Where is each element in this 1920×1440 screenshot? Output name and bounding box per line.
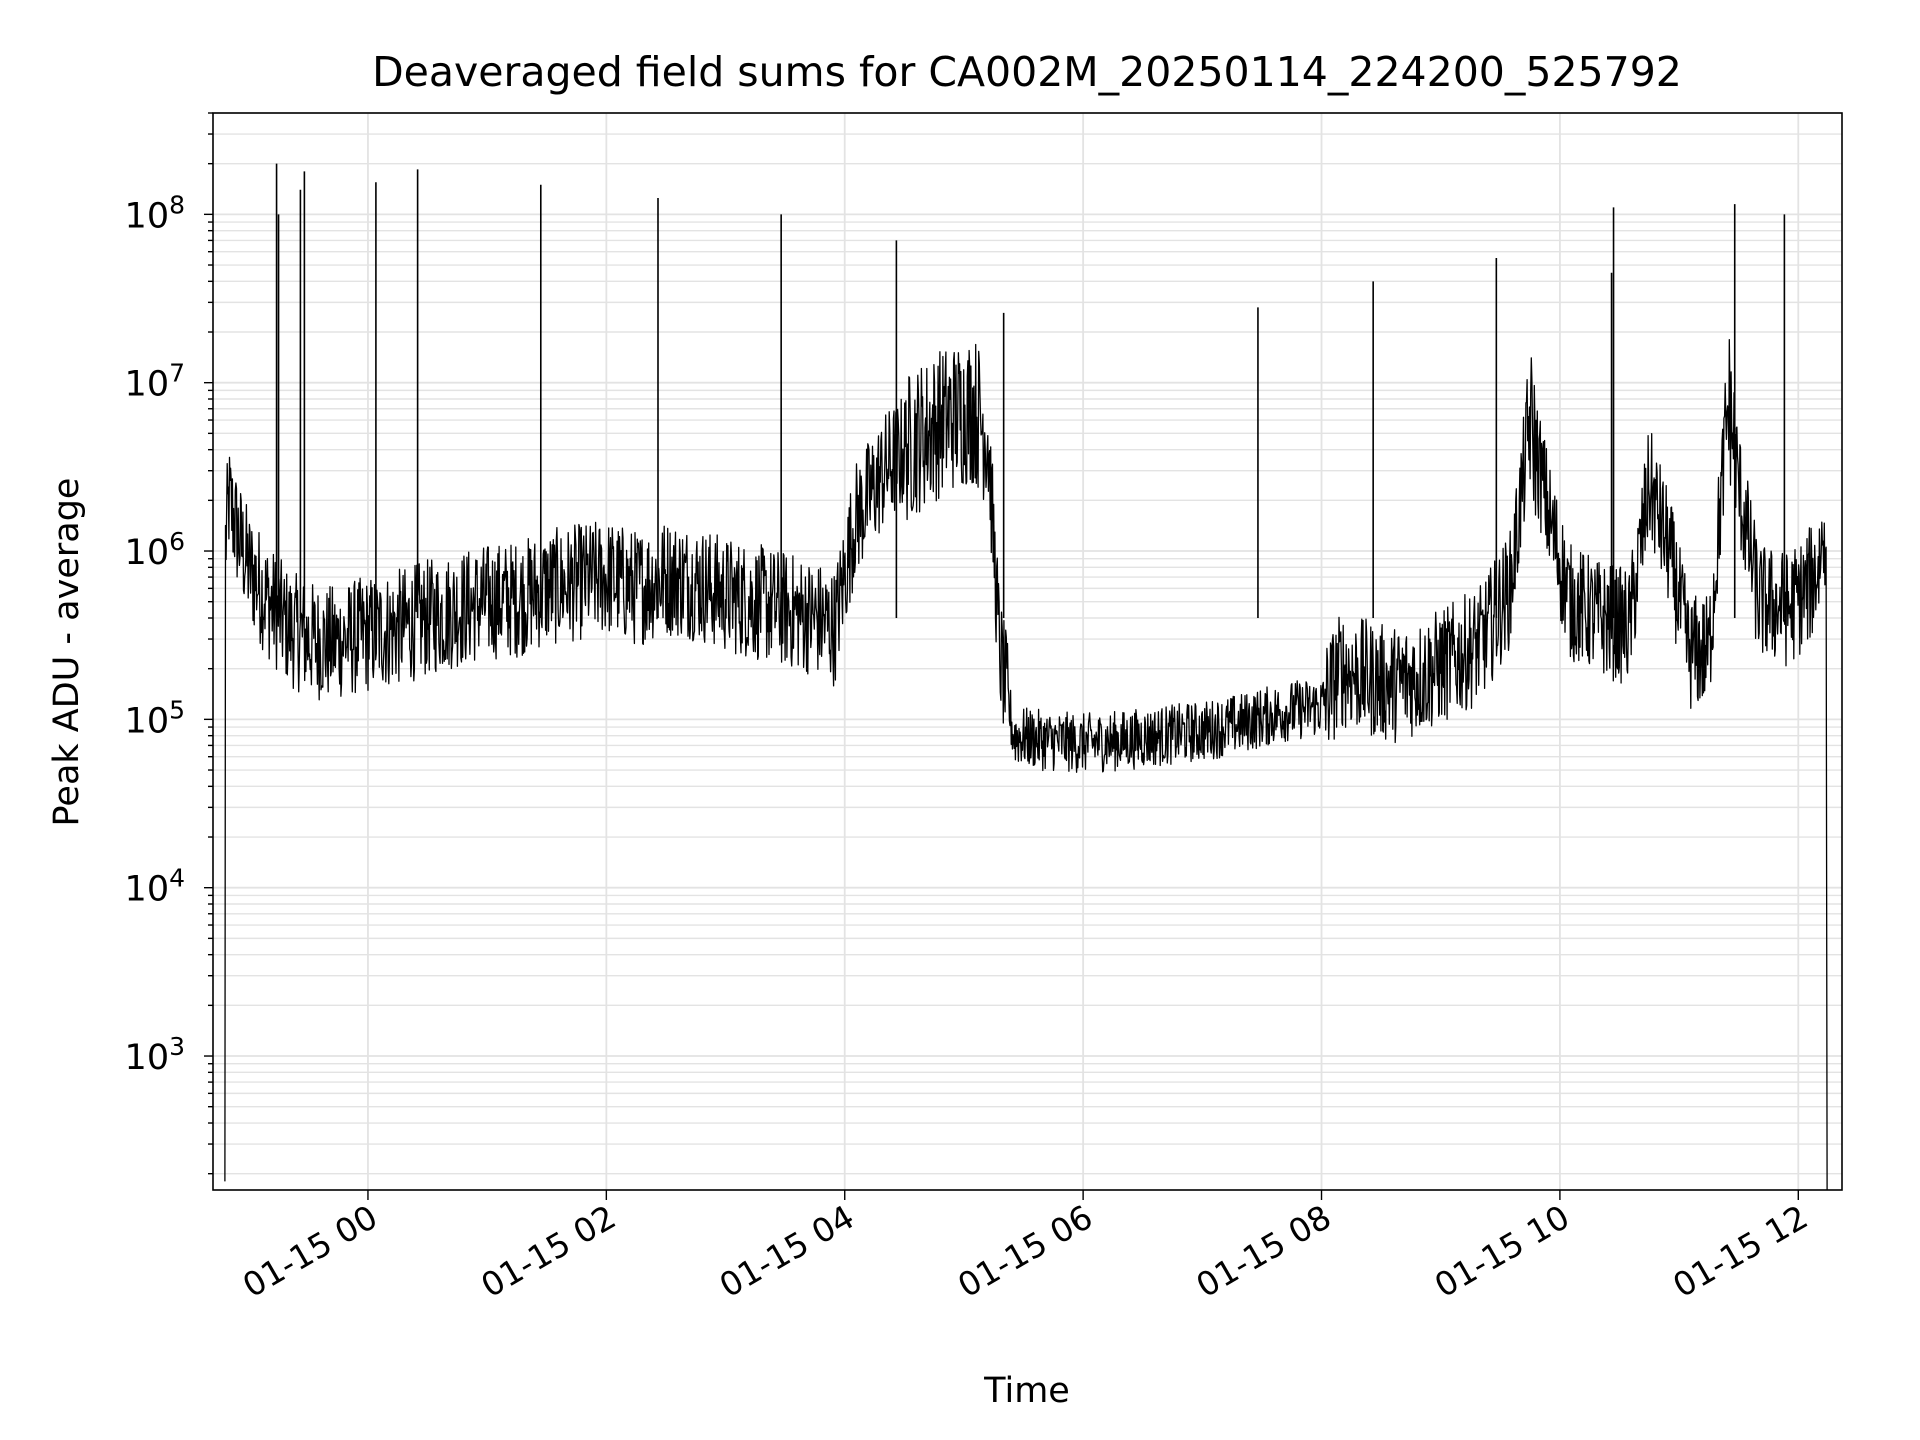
y-tick-label: 105 bbox=[125, 695, 185, 741]
series-line bbox=[224, 338, 1828, 1191]
y-axis-label: Peak ADU - average bbox=[47, 478, 87, 827]
y-tick-label: 107 bbox=[125, 359, 185, 405]
x-axis-label: Time bbox=[983, 1371, 1070, 1411]
plot-area bbox=[224, 163, 1828, 1191]
y-axis: 103 104 105 106 107 108 bbox=[125, 112, 213, 1175]
plot-frame bbox=[212, 112, 1843, 1191]
y-tick-label: 106 bbox=[125, 527, 185, 573]
chart-title: Deaveraged field sums for CA002M_2025011… bbox=[372, 48, 1682, 96]
y-tick-label: 108 bbox=[125, 190, 185, 236]
y-tick-label: 103 bbox=[125, 1032, 185, 1078]
y-tick-label: 104 bbox=[125, 864, 185, 910]
